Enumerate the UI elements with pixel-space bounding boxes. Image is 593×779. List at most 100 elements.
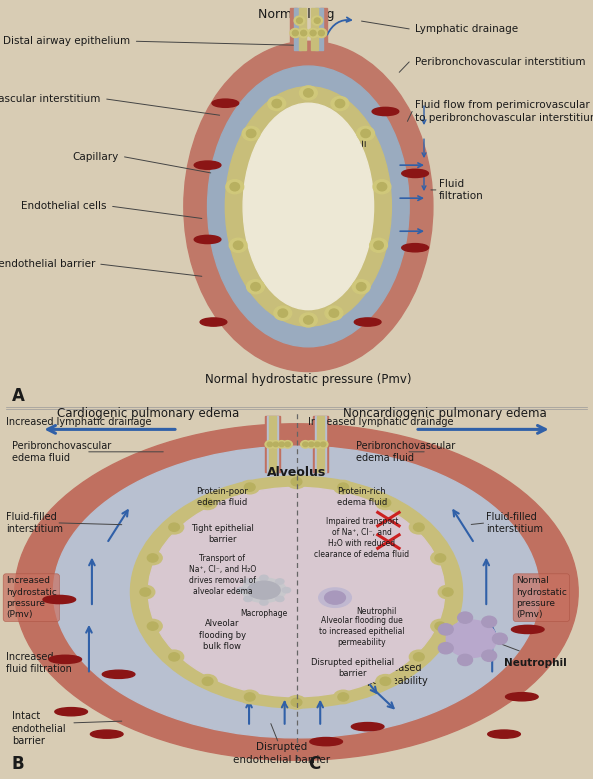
Ellipse shape [438, 624, 453, 635]
Ellipse shape [90, 730, 123, 738]
Ellipse shape [487, 730, 520, 738]
Text: Fluid-filled
interstitium: Fluid-filled interstitium [6, 512, 63, 534]
Ellipse shape [248, 581, 280, 599]
Bar [266, 416, 280, 472]
Text: Perimicrovascular interstitium: Perimicrovascular interstitium [0, 94, 101, 104]
Ellipse shape [296, 18, 302, 23]
Text: Normal hydrostatic pressure (Pmv): Normal hydrostatic pressure (Pmv) [205, 373, 412, 386]
Ellipse shape [376, 496, 395, 509]
Bar [290, 9, 297, 50]
Ellipse shape [298, 29, 309, 37]
Ellipse shape [314, 442, 320, 446]
Ellipse shape [244, 693, 255, 701]
Ellipse shape [438, 643, 453, 654]
Text: Protein-rich
edema fluid: Protein-rich edema fluid [337, 487, 387, 507]
Ellipse shape [413, 523, 424, 531]
Ellipse shape [277, 441, 286, 448]
Text: Alveolar
flooding by
bulk flow: Alveolar flooding by bulk flow [199, 619, 246, 650]
Text: Alveolus: Alveolus [279, 175, 338, 189]
Ellipse shape [267, 442, 273, 446]
Ellipse shape [240, 481, 259, 494]
Ellipse shape [272, 100, 282, 108]
Text: Neutrophil: Neutrophil [504, 658, 567, 668]
Ellipse shape [435, 622, 446, 630]
Text: Intact endothelial barrier: Intact endothelial barrier [0, 259, 95, 270]
Ellipse shape [401, 244, 428, 252]
Text: Alveolus: Alveolus [267, 466, 326, 479]
Ellipse shape [324, 591, 345, 605]
Bar [267, 416, 278, 472]
Ellipse shape [290, 29, 301, 37]
Text: Peribronchovascular interstitium: Peribronchovascular interstitium [415, 57, 586, 67]
Ellipse shape [373, 180, 391, 194]
Ellipse shape [431, 619, 450, 633]
Ellipse shape [169, 653, 180, 661]
Text: Disrupted
endothelial barrier: Disrupted endothelial barrier [233, 742, 330, 765]
Ellipse shape [302, 442, 308, 446]
Text: Cardiogenic pulmonary edema: Cardiogenic pulmonary edema [57, 407, 240, 420]
Ellipse shape [184, 41, 433, 372]
Ellipse shape [435, 554, 446, 562]
Ellipse shape [301, 441, 310, 448]
Ellipse shape [308, 442, 314, 446]
Ellipse shape [294, 16, 305, 25]
Text: Impaired transport
of Na⁺, Cl⁻, and
H₂O with reduced
clearance of edema fluid: Impaired transport of Na⁺, Cl⁻, and H₂O … [314, 516, 409, 559]
Ellipse shape [283, 441, 292, 448]
Ellipse shape [374, 241, 383, 249]
Ellipse shape [240, 690, 259, 703]
Ellipse shape [274, 306, 292, 320]
Ellipse shape [299, 313, 317, 327]
Ellipse shape [310, 738, 343, 746]
Bar [269, 416, 276, 472]
Ellipse shape [291, 478, 302, 486]
Text: Fluid flow from perimicrovascular
to peribronchovascular interstitium: Fluid flow from perimicrovascular to per… [415, 100, 593, 122]
Ellipse shape [325, 306, 343, 320]
Ellipse shape [268, 97, 286, 111]
Ellipse shape [318, 588, 351, 608]
Ellipse shape [413, 653, 424, 661]
Ellipse shape [202, 677, 213, 686]
Ellipse shape [287, 696, 306, 709]
Ellipse shape [401, 169, 428, 178]
Text: Increased
fluid filtration: Increased fluid filtration [6, 652, 72, 675]
Ellipse shape [246, 129, 256, 138]
Ellipse shape [329, 309, 339, 317]
Text: Epithelial type I cell: Epithelial type I cell [251, 214, 342, 224]
Ellipse shape [194, 161, 221, 169]
Ellipse shape [276, 596, 284, 601]
Ellipse shape [202, 499, 213, 507]
Ellipse shape [320, 442, 326, 446]
Ellipse shape [380, 677, 391, 686]
Text: C: C [308, 755, 321, 773]
Ellipse shape [372, 108, 398, 115]
Ellipse shape [273, 442, 279, 446]
Text: Alveolar flooding due
to increased epithelial
permeability: Alveolar flooding due to increased epith… [319, 615, 404, 647]
Ellipse shape [212, 99, 238, 108]
Ellipse shape [318, 30, 324, 36]
Text: Noncardiogenic pulmonary edema: Noncardiogenic pulmonary edema [343, 407, 547, 420]
Text: B: B [12, 755, 24, 773]
Ellipse shape [482, 616, 496, 627]
Text: Lymphatic drainage: Lymphatic drainage [415, 24, 518, 34]
Ellipse shape [244, 579, 252, 584]
Ellipse shape [312, 16, 323, 25]
Text: Endothelial cells: Endothelial cells [21, 202, 107, 211]
Ellipse shape [244, 596, 252, 601]
Ellipse shape [351, 723, 384, 731]
Ellipse shape [409, 650, 428, 664]
Text: Peribronchovascular
edema fluid: Peribronchovascular edema fluid [356, 441, 455, 463]
Ellipse shape [130, 476, 463, 708]
Text: Normal lung: Normal lung [258, 9, 335, 21]
Ellipse shape [243, 104, 374, 309]
Ellipse shape [380, 499, 391, 507]
Ellipse shape [225, 86, 391, 326]
Ellipse shape [338, 693, 349, 701]
Ellipse shape [229, 238, 247, 252]
Ellipse shape [446, 620, 497, 657]
Ellipse shape [147, 622, 158, 630]
Ellipse shape [49, 655, 82, 664]
Ellipse shape [352, 280, 370, 294]
Text: Macrophage: Macrophage [240, 609, 288, 618]
Ellipse shape [458, 654, 473, 665]
Text: Disrupted epithelial
barrier: Disrupted epithelial barrier [311, 657, 394, 678]
